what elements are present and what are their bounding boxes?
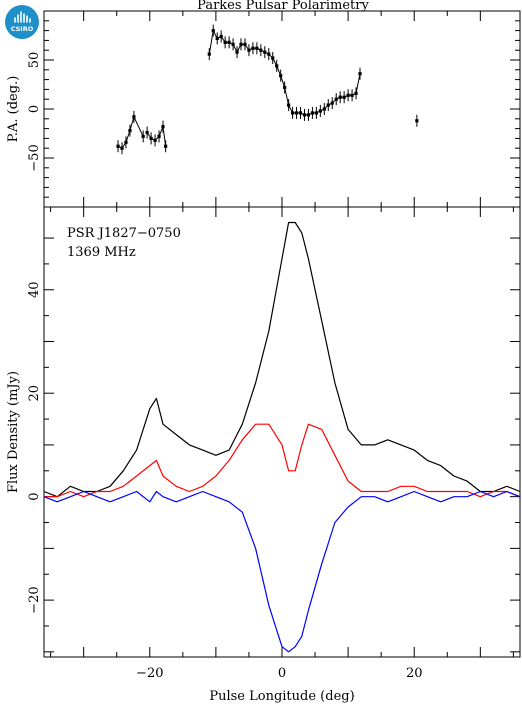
pa-data-point <box>124 140 128 144</box>
pa-data-point <box>271 56 275 60</box>
pa-data-point <box>128 128 132 133</box>
circular-polarization-line <box>43 490 521 653</box>
pa-data-point <box>239 42 243 46</box>
logo-circle <box>5 5 39 39</box>
pa-data-point <box>306 113 311 117</box>
pa-y-tick-label: −50 <box>27 144 42 171</box>
pa-data-point <box>215 36 219 41</box>
logo-waves-icon <box>14 11 31 23</box>
pa-data-point <box>310 111 315 115</box>
pa-data-point <box>279 74 283 78</box>
pa-data-point <box>283 85 287 90</box>
pa-data-point <box>149 136 153 140</box>
flux-x-tick-label: −20 <box>136 666 163 681</box>
pa-data-point <box>322 107 326 111</box>
linear-polarization-line <box>44 423 521 498</box>
logo-text: CSIRO <box>11 25 34 33</box>
pa-data-point <box>223 40 227 44</box>
flux-y-tick-label: −20 <box>27 586 42 613</box>
flux-x-tick-label: 20 <box>406 666 423 681</box>
pa-data-point <box>263 50 267 54</box>
pa-data-point <box>153 138 157 142</box>
pa-data-point <box>342 95 346 99</box>
pa-y-axis-label: P.A. (deg.) <box>6 76 21 143</box>
pa-data-point <box>120 146 124 150</box>
pa-y-tick-label: 0 <box>27 105 42 113</box>
pa-data-point <box>231 42 235 46</box>
pa-data-point <box>211 29 215 33</box>
pa-data-point <box>338 95 342 99</box>
pa-data-point <box>302 113 307 117</box>
pa-data-point <box>290 111 295 115</box>
pa-data-point <box>334 97 338 101</box>
pa-data-point <box>318 109 322 113</box>
pa-data-point <box>287 103 291 107</box>
pa-data-point <box>243 42 247 46</box>
flux-y-axis-label: Flux Density (mJy) <box>6 371 21 493</box>
pa-data-point <box>330 101 334 105</box>
pa-data-point <box>161 125 165 129</box>
flux-density-panel: PSR J1827−0750 1369 MHz Flux Density (mJ… <box>6 206 521 704</box>
pa-data-point <box>227 40 231 44</box>
pa-data-point <box>219 34 223 39</box>
pa-data-point <box>346 93 350 97</box>
pa-data-point <box>326 103 330 107</box>
pa-data-point <box>358 72 362 76</box>
pa-data-point <box>415 119 419 123</box>
pa-data-point <box>164 144 168 148</box>
frequency-annotation: 1369 MHz <box>67 245 136 260</box>
pa-data-point <box>132 115 136 119</box>
pa-data-point <box>259 48 263 52</box>
position-angle-panel: Parkes Pulsar Polarimetry P.A. (deg.) −5… <box>6 0 521 208</box>
total-intensity-line <box>43 221 521 498</box>
pa-data-point <box>314 111 318 115</box>
pa-plot-frame <box>43 10 521 208</box>
pa-data-point <box>141 134 145 139</box>
flux-y-tick-label: 0 <box>27 493 42 501</box>
pa-data-point <box>255 46 259 50</box>
pa-data-point <box>247 48 251 52</box>
pa-data-point <box>116 144 120 148</box>
chart-title: Parkes Pulsar Polarimetry <box>197 0 369 13</box>
pa-data-point <box>267 52 271 56</box>
flux-y-tick-label: 20 <box>27 385 42 402</box>
x-axis-label: Pulse Longitude (deg) <box>209 689 354 704</box>
pa-data-point <box>157 134 161 139</box>
pa-data-point <box>235 50 239 54</box>
pa-data-point <box>354 91 358 95</box>
pa-data-point <box>145 130 149 135</box>
pa-y-tick-label: 50 <box>27 52 42 69</box>
pa-data-point <box>207 52 211 56</box>
pa-data-point <box>298 111 303 115</box>
pa-data-point <box>251 46 255 50</box>
pa-data-point <box>294 111 299 115</box>
flux-plot-frame <box>43 206 521 658</box>
flux-y-tick-label: 40 <box>27 281 42 298</box>
csiro-logo: CSIRO <box>5 5 39 39</box>
pulsar-name-annotation: PSR J1827−0750 <box>67 226 181 241</box>
pa-data-point <box>350 93 354 97</box>
flux-x-tick-label: 0 <box>278 666 286 681</box>
pa-data-point <box>275 64 279 68</box>
